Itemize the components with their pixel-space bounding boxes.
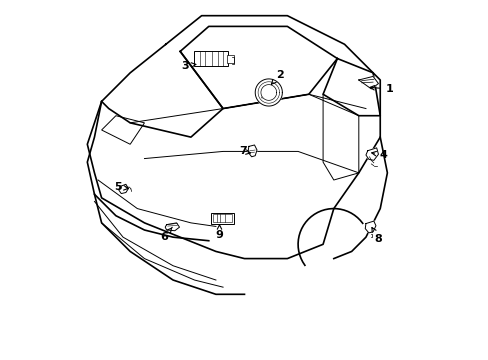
Polygon shape [261, 85, 276, 100]
Polygon shape [365, 148, 378, 160]
Polygon shape [365, 221, 375, 233]
Text: 7: 7 [238, 147, 250, 157]
Text: 6: 6 [160, 227, 172, 242]
Polygon shape [119, 184, 128, 194]
Text: 1: 1 [369, 84, 392, 94]
Text: 3: 3 [182, 61, 196, 71]
Text: 4: 4 [371, 150, 387, 160]
Polygon shape [165, 223, 179, 231]
Bar [210, 213, 233, 224]
Text: 2: 2 [271, 69, 284, 84]
Text: 9: 9 [215, 225, 223, 240]
Text: 8: 8 [371, 228, 382, 244]
Bar [227, 55, 234, 63]
Bar [213, 214, 231, 222]
Polygon shape [255, 79, 282, 106]
Text: 5: 5 [114, 182, 128, 192]
Polygon shape [261, 91, 276, 99]
Bar [194, 51, 228, 66]
Polygon shape [247, 145, 257, 157]
Polygon shape [358, 76, 378, 89]
